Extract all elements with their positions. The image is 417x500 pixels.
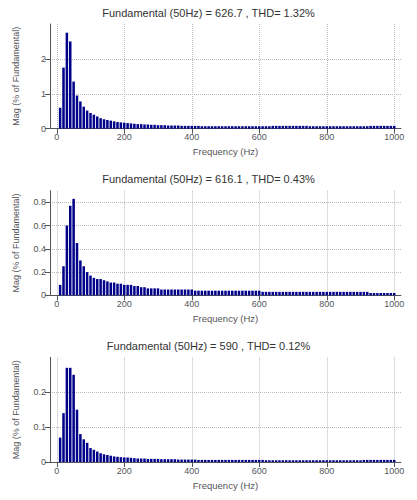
svg-text:0.2: 0.2 <box>33 267 46 277</box>
svg-text:0: 0 <box>54 132 59 142</box>
svg-text:Mag (% of Fundamental): Mag (% of Fundamental) <box>11 27 21 126</box>
svg-text:0.2: 0.2 <box>33 387 46 397</box>
svg-text:800: 800 <box>319 132 334 142</box>
svg-text:600: 600 <box>252 299 267 309</box>
svg-text:1000: 1000 <box>384 132 404 142</box>
svg-text:0.1: 0.1 <box>33 422 46 432</box>
svg-text:600: 600 <box>252 132 267 142</box>
svg-text:1000: 1000 <box>384 466 404 476</box>
svg-text:200: 200 <box>117 132 132 142</box>
svg-text:1000: 1000 <box>384 299 404 309</box>
svg-text:Mag (% of Fundamental): Mag (% of Fundamental) <box>11 193 21 292</box>
svg-text:800: 800 <box>319 466 334 476</box>
svg-text:1: 1 <box>41 89 46 99</box>
svg-text:0: 0 <box>41 457 46 467</box>
svg-text:400: 400 <box>184 299 199 309</box>
svg-text:Frequency (Hz): Frequency (Hz) <box>193 480 258 491</box>
svg-text:Frequency (Hz): Frequency (Hz) <box>193 313 258 324</box>
svg-text:400: 400 <box>184 132 199 142</box>
svg-text:800: 800 <box>319 299 334 309</box>
svg-text:Mag (% of Fundamental): Mag (% of Fundamental) <box>11 360 21 459</box>
svg-text:Fundamental (50Hz) = 626.7 , T: Fundamental (50Hz) = 626.7 , THD= 1.32% <box>102 7 315 19</box>
svg-text:200: 200 <box>117 466 132 476</box>
svg-text:400: 400 <box>184 466 199 476</box>
svg-text:0: 0 <box>41 124 46 134</box>
svg-text:0.6: 0.6 <box>33 221 46 231</box>
svg-text:0: 0 <box>54 466 59 476</box>
svg-text:Frequency (Hz): Frequency (Hz) <box>193 146 258 157</box>
svg-text:Fundamental (50Hz) = 590 , THD: Fundamental (50Hz) = 590 , THD= 0.12% <box>107 340 311 352</box>
svg-text:0.4: 0.4 <box>33 244 46 254</box>
svg-text:0: 0 <box>54 299 59 309</box>
svg-text:2: 2 <box>41 54 46 64</box>
svg-text:600: 600 <box>252 466 267 476</box>
svg-text:200: 200 <box>117 299 132 309</box>
svg-text:0.8: 0.8 <box>33 197 46 207</box>
svg-text:0: 0 <box>41 290 46 300</box>
svg-text:Fundamental (50Hz) = 616.1 , T: Fundamental (50Hz) = 616.1 , THD= 0.43% <box>102 173 315 185</box>
